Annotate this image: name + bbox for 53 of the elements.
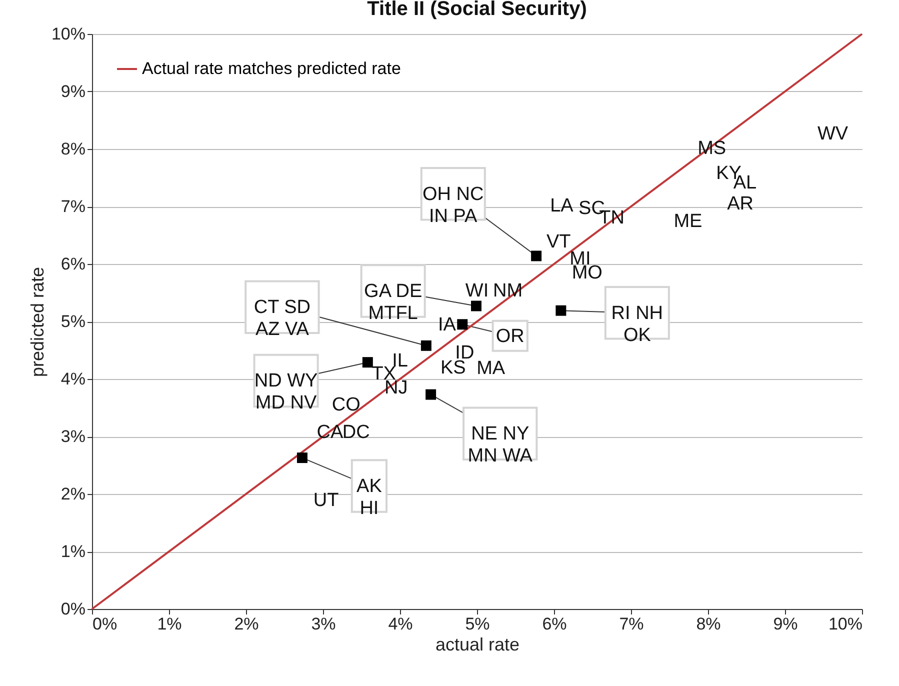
annotation: CT SD AZ VA [254, 297, 311, 340]
point [426, 389, 436, 400]
y-tick-label: 10% [51, 24, 86, 44]
annotation: WV [817, 123, 848, 144]
x-tick-label: 6% [542, 614, 567, 634]
annotation: RI NH OK [611, 302, 664, 346]
x-tick-label: 7% [619, 614, 644, 634]
annotation: DC [342, 422, 370, 443]
annotation: OH NC IN PA [422, 184, 484, 227]
y-tick-label: 2% [60, 484, 86, 504]
y-tick-label: 8% [60, 140, 86, 158]
x-tick-label: 8% [696, 614, 721, 634]
x-axis-title: actual rate [435, 634, 520, 654]
annotation: GA DE MTFL [364, 281, 422, 324]
y-tick-label: 9% [60, 82, 86, 101]
y-tick-label: 6% [60, 254, 86, 274]
y-tick-label: 5% [60, 312, 86, 331]
annotation: AR [727, 194, 754, 215]
point [296, 452, 308, 464]
annotation: AK HI [356, 476, 382, 519]
y-axis-title: predicted rate [27, 266, 48, 378]
x-tick-label: 0% [92, 614, 118, 634]
chart-title: Title II (Social Security) [367, 0, 587, 20]
annotation: MA [476, 358, 506, 380]
point [457, 319, 468, 330]
point [531, 250, 542, 262]
x-tick-label: 2% [234, 614, 259, 634]
y-tick-label: 1% [60, 542, 86, 561]
x-tick-label: 9% [773, 614, 798, 634]
annotation: LA [550, 195, 574, 216]
y-tick-label: 4% [60, 370, 86, 388]
x-tick-label: 3% [311, 614, 336, 634]
annotation: OR [496, 326, 524, 347]
x-tick-label: 5% [465, 614, 490, 634]
point [420, 340, 432, 351]
point [470, 300, 482, 312]
annotation: UT [313, 490, 340, 511]
x-tick-label: 1% [157, 614, 182, 634]
annotation: WI [465, 280, 489, 302]
x-tick-label: 4% [388, 614, 413, 634]
annotation: ND WY MD NV [254, 370, 318, 414]
x-tick-label: 10% [828, 614, 862, 634]
annotation: CO [332, 394, 360, 416]
annotation: VT [546, 232, 572, 253]
point [556, 305, 566, 316]
annotation: IA [438, 314, 456, 336]
y-tick-label: 7% [60, 197, 86, 216]
annotation: ME [674, 210, 702, 232]
y-tick-label: 3% [60, 427, 86, 446]
legend-label: Actual rate matches predicted rate [142, 59, 401, 78]
y-tick-label: 0% [60, 600, 86, 618]
point [362, 357, 373, 368]
annotation: NE NY MN WA [468, 424, 533, 467]
